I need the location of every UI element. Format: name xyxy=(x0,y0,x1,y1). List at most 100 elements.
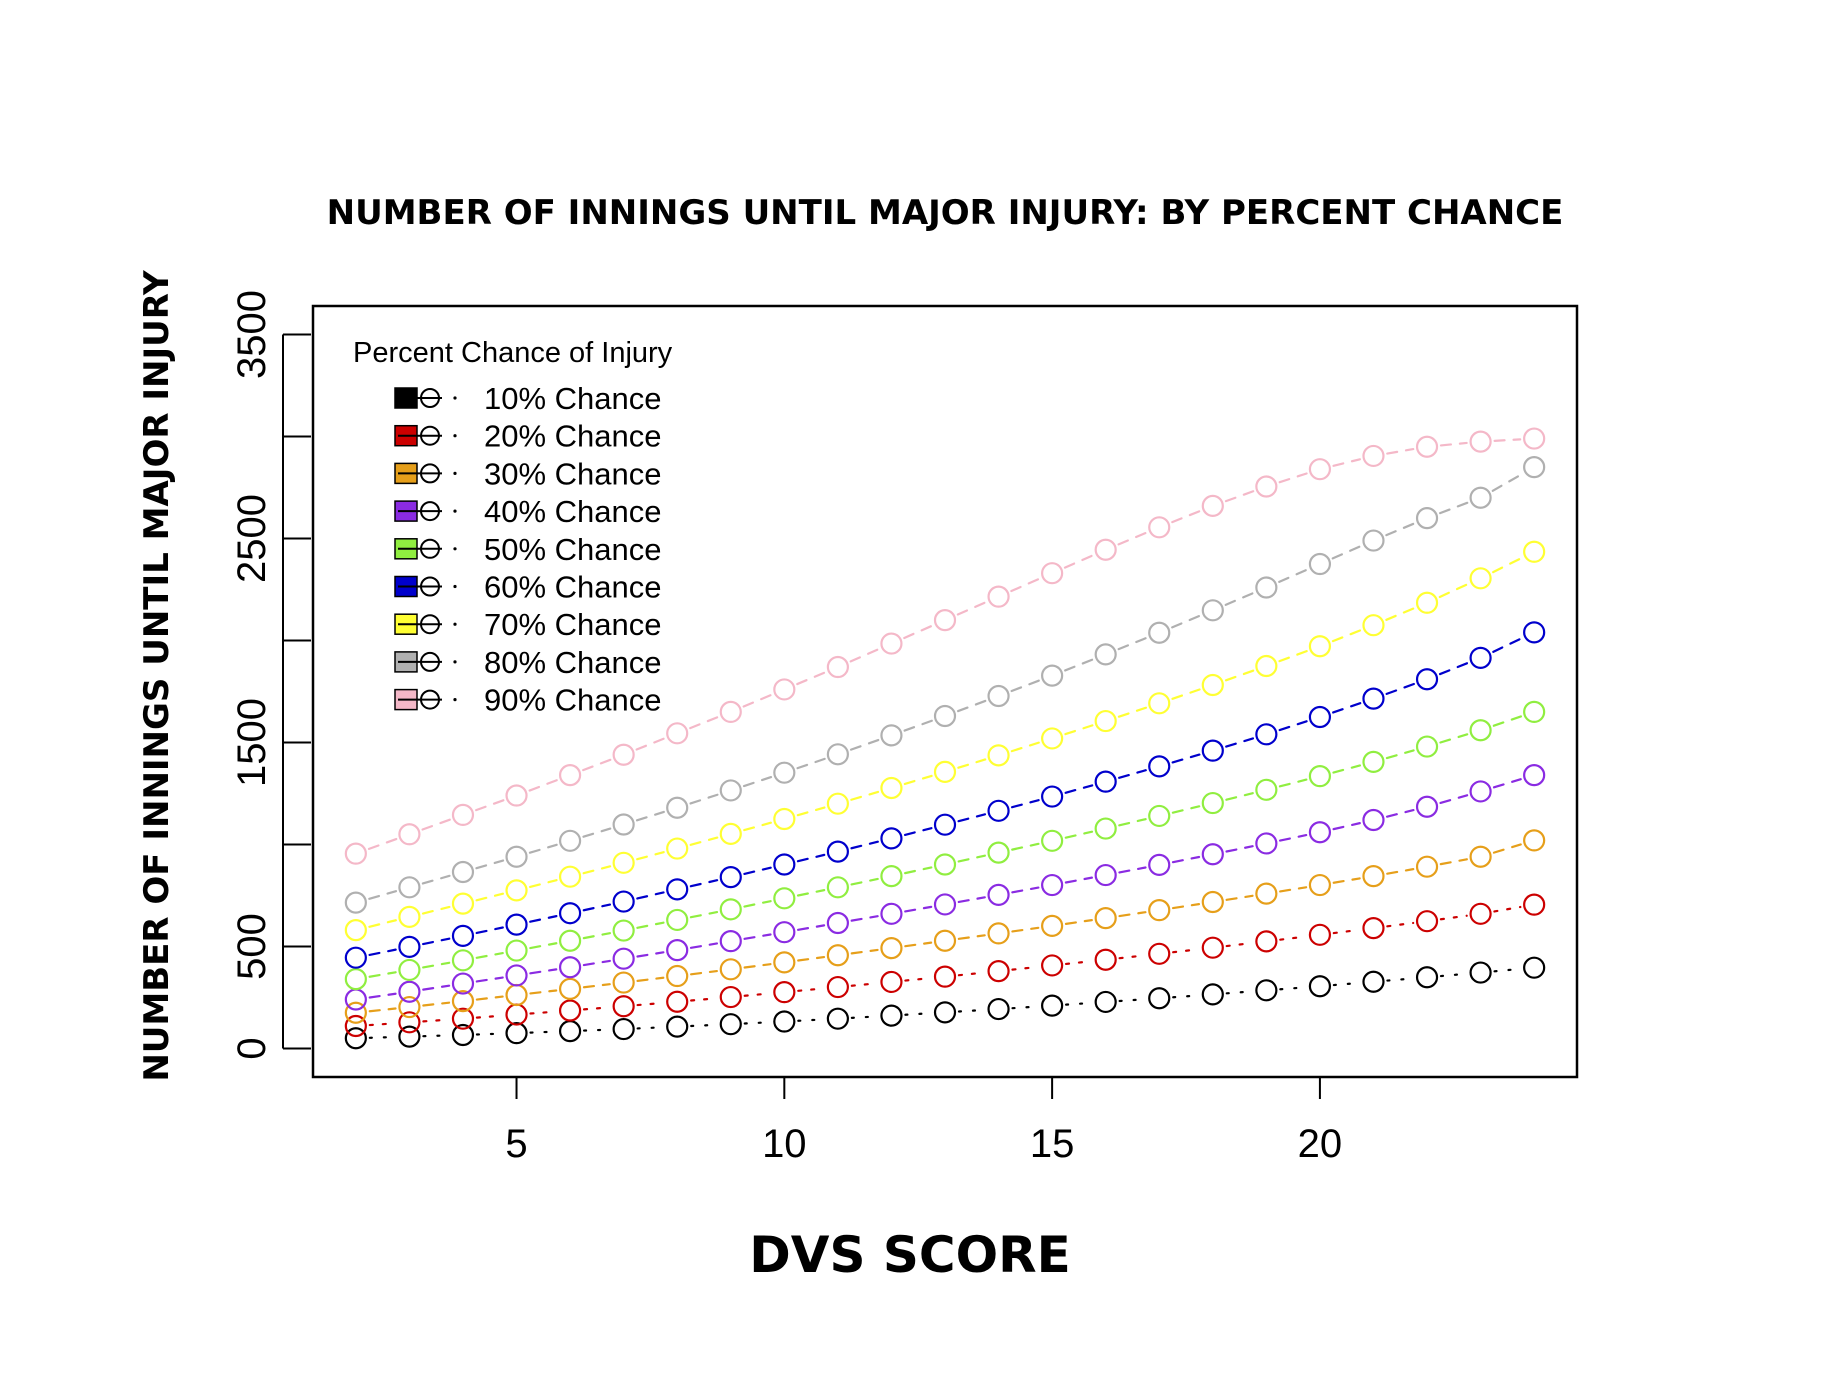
y-tick-label: 0 xyxy=(230,1037,274,1059)
chart-title: NUMBER OF INNINGS UNTIL MAJOR INJURY: BY… xyxy=(327,193,1564,233)
data-point xyxy=(880,632,903,655)
series-line-segment xyxy=(1172,948,1200,954)
data-point xyxy=(880,827,903,850)
x-tick-label: 20 xyxy=(1298,1122,1343,1166)
series-line-segment xyxy=(1278,472,1308,484)
data-point xyxy=(1094,770,1117,793)
data-point xyxy=(1362,864,1385,888)
series-line-segment xyxy=(797,955,826,962)
data-point xyxy=(1415,591,1439,614)
series-line-segment xyxy=(528,843,558,854)
data-point xyxy=(1523,700,1546,723)
series-line-segment xyxy=(797,1018,826,1022)
data-point xyxy=(612,813,635,836)
data-point xyxy=(1148,804,1171,828)
legend-marker xyxy=(420,576,440,597)
data-point xyxy=(398,905,421,928)
data-point xyxy=(1255,475,1278,498)
x-tick-label: 10 xyxy=(762,1122,807,1166)
series-line-segment xyxy=(742,775,773,788)
data-point xyxy=(1255,882,1278,905)
series-line-segment xyxy=(1492,556,1523,574)
data-point xyxy=(558,1020,582,1043)
legend-marker xyxy=(420,689,440,710)
data-point xyxy=(826,655,849,679)
data-point xyxy=(1469,902,1492,925)
series-line-segment xyxy=(849,648,880,663)
data-point xyxy=(826,792,849,815)
series-line-segment xyxy=(1224,669,1255,682)
data-point xyxy=(1148,987,1171,1010)
data-point xyxy=(398,958,421,982)
series-line-segment xyxy=(1492,778,1522,789)
data-point xyxy=(826,944,849,967)
data-point xyxy=(1362,917,1385,940)
series-line-segment xyxy=(689,715,719,730)
series-line-segment xyxy=(529,942,558,950)
data-point xyxy=(1362,970,1385,993)
series-line-segment xyxy=(475,799,505,812)
data-point xyxy=(505,983,528,1007)
series-line-segment xyxy=(1438,583,1469,599)
legend-label: 30% Chance xyxy=(484,456,662,491)
data-point xyxy=(1148,516,1171,539)
series-line-segment xyxy=(957,934,986,940)
data-point xyxy=(1362,808,1385,832)
data-point xyxy=(933,893,957,916)
series-line-segment xyxy=(368,992,397,999)
data-point xyxy=(1415,668,1439,691)
data-point xyxy=(773,678,796,701)
data-point xyxy=(1201,936,1224,959)
series-line-segment xyxy=(422,961,451,969)
legend-dot xyxy=(453,547,457,551)
series-line-segment xyxy=(850,948,879,955)
data-point xyxy=(558,956,582,979)
data-point xyxy=(880,724,903,747)
series-line-segment xyxy=(1278,649,1308,663)
data-point xyxy=(987,841,1010,864)
series-line-segment xyxy=(1064,1001,1093,1006)
data-point xyxy=(1523,764,1546,787)
data-point xyxy=(1094,863,1117,887)
data-point xyxy=(1469,430,1492,453)
data-point xyxy=(1523,829,1546,852)
series-line-segment xyxy=(582,903,612,912)
series-line-segment xyxy=(797,987,826,992)
data-point xyxy=(558,999,582,1022)
series-line-segment xyxy=(743,900,772,908)
series-line-segment xyxy=(636,891,665,900)
series-line-segment xyxy=(1118,998,1147,1003)
series-7 xyxy=(344,540,1546,942)
series-line-segment xyxy=(475,1014,504,1019)
data-point xyxy=(773,921,796,944)
data-point xyxy=(933,760,957,783)
series-line-segment xyxy=(1386,868,1415,875)
data-point xyxy=(773,981,796,1004)
legend-item: 30% Chance xyxy=(394,456,662,491)
data-point xyxy=(558,865,582,888)
data-point xyxy=(344,842,367,865)
series-line-segment xyxy=(1011,842,1040,851)
data-point xyxy=(398,1011,421,1034)
data-point xyxy=(1469,567,1492,590)
series-8 xyxy=(344,456,1546,914)
data-point xyxy=(344,1001,367,1024)
series-line-segment xyxy=(475,859,505,870)
data-point xyxy=(987,997,1010,1021)
legend-item: 20% Chance xyxy=(394,419,662,454)
series-line-segment xyxy=(1063,554,1094,569)
y-tick-label: 2500 xyxy=(230,494,274,583)
data-point xyxy=(1255,778,1278,801)
data-point xyxy=(1469,845,1492,868)
data-point xyxy=(1255,654,1278,678)
series-line-segment xyxy=(1225,737,1255,748)
data-point xyxy=(1041,562,1064,585)
data-point xyxy=(666,837,689,860)
series-line-segment xyxy=(1279,986,1308,991)
series-line-segment xyxy=(1492,637,1523,653)
series-line-segment xyxy=(1064,724,1094,736)
series-line-segment xyxy=(904,866,933,875)
data-point xyxy=(933,813,957,836)
